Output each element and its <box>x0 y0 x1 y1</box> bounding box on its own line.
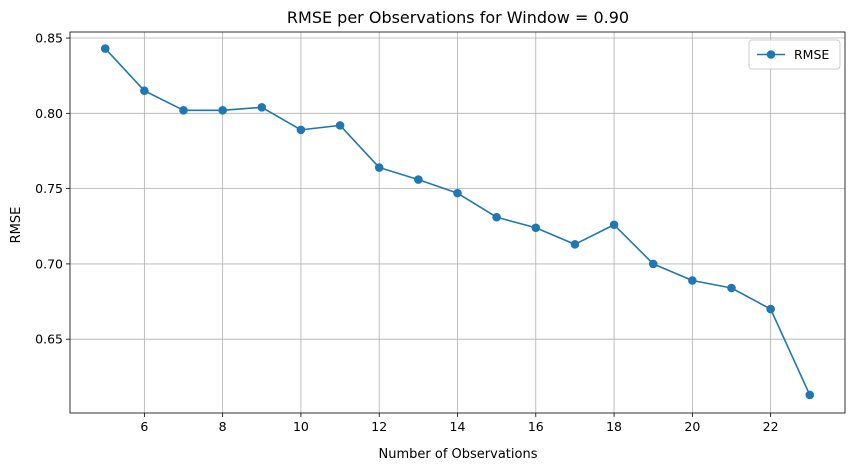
y-tick-label: 0.65 <box>35 332 63 347</box>
data-point <box>453 188 462 198</box>
data-point <box>100 44 110 53</box>
data-point <box>609 220 619 230</box>
data-point <box>531 223 541 233</box>
y-tick-label: 0.85 <box>35 31 63 46</box>
data-point <box>374 163 384 172</box>
data-point <box>570 240 580 249</box>
data-point <box>296 125 306 135</box>
data-point <box>805 390 815 400</box>
y-axis-ticks: 0.65 0.70 0.75 0.80 0.85 <box>35 31 70 347</box>
legend-series-label: RMSE <box>794 47 829 62</box>
data-point <box>218 106 227 115</box>
x-tick-label: 14 <box>450 419 466 434</box>
x-tick-label: 10 <box>293 419 309 434</box>
x-tick-label: 16 <box>528 419 544 434</box>
y-tick-label: 0.70 <box>35 256 63 271</box>
x-tick-label: 6 <box>140 419 148 434</box>
grid-lines <box>70 32 845 413</box>
y-tick-label: 0.80 <box>35 106 63 121</box>
legend-series-marker <box>766 50 776 59</box>
data-point <box>727 283 736 293</box>
x-tick-label: 18 <box>606 419 622 434</box>
x-tick-label: 8 <box>219 419 227 434</box>
data-point <box>140 86 149 96</box>
data-point <box>492 212 501 222</box>
legend: RMSE <box>748 39 841 70</box>
x-axis-label: Number of Observations <box>379 447 538 462</box>
y-axis-label: RMSE <box>9 207 24 244</box>
data-point <box>648 259 658 269</box>
data-point <box>257 102 267 112</box>
data-point <box>766 304 775 314</box>
series-layer <box>100 44 815 400</box>
x-tick-label: 20 <box>684 419 700 434</box>
legend-box <box>748 39 841 70</box>
y-tick-label: 0.75 <box>35 181 63 196</box>
x-tick-label: 12 <box>371 419 387 434</box>
data-point <box>179 106 188 115</box>
chart-title: RMSE per Observations for Window = 0.90 <box>287 8 629 27</box>
data-point <box>335 121 345 130</box>
data-point <box>688 276 697 285</box>
x-tick-label: 22 <box>763 419 779 434</box>
data-point <box>414 175 423 184</box>
x-axis-ticks: 6 8 10 12 14 16 18 20 22 <box>140 413 779 434</box>
